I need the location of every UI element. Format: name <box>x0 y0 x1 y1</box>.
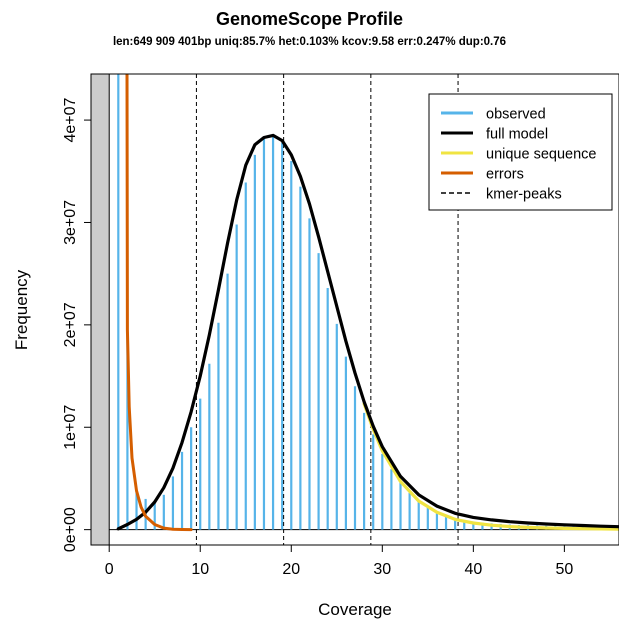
plot-frame <box>90 73 619 546</box>
legend-label: unique sequence <box>486 147 596 163</box>
errors-line <box>125 74 193 532</box>
full-model-line <box>116 133 619 531</box>
x-axis-label: Coverage <box>318 600 392 619</box>
legend-label: observed <box>486 107 546 123</box>
x-tick-label: 20 <box>282 561 300 578</box>
shaded-region <box>91 74 110 545</box>
y-tick-label: 3e+07 <box>62 200 79 245</box>
y-tick-label: 1e+07 <box>62 405 79 450</box>
legend-label: errors <box>486 167 524 183</box>
y-tick-label: 0e+00 <box>62 507 79 552</box>
legend-label: kmer-peaks <box>486 187 562 203</box>
x-tick-label: 30 <box>373 561 391 578</box>
y-axis-label: Frequency <box>12 269 31 350</box>
x-tick-label: 40 <box>464 561 482 578</box>
x-tick-label: 0 <box>105 561 114 578</box>
x-tick-label: 50 <box>555 561 573 578</box>
chart-title: GenomeScope Profile <box>215 9 404 29</box>
chart-subtitle: len:649 909 401bp uniq:85.7% het:0.103% … <box>112 36 507 48</box>
legend-label: full model <box>486 127 548 143</box>
unique-sequence-line <box>362 402 619 531</box>
y-tick-label: 2e+07 <box>62 302 79 347</box>
x-tick-label: 10 <box>191 561 209 578</box>
y-tick-label: 4e+07 <box>62 98 79 143</box>
